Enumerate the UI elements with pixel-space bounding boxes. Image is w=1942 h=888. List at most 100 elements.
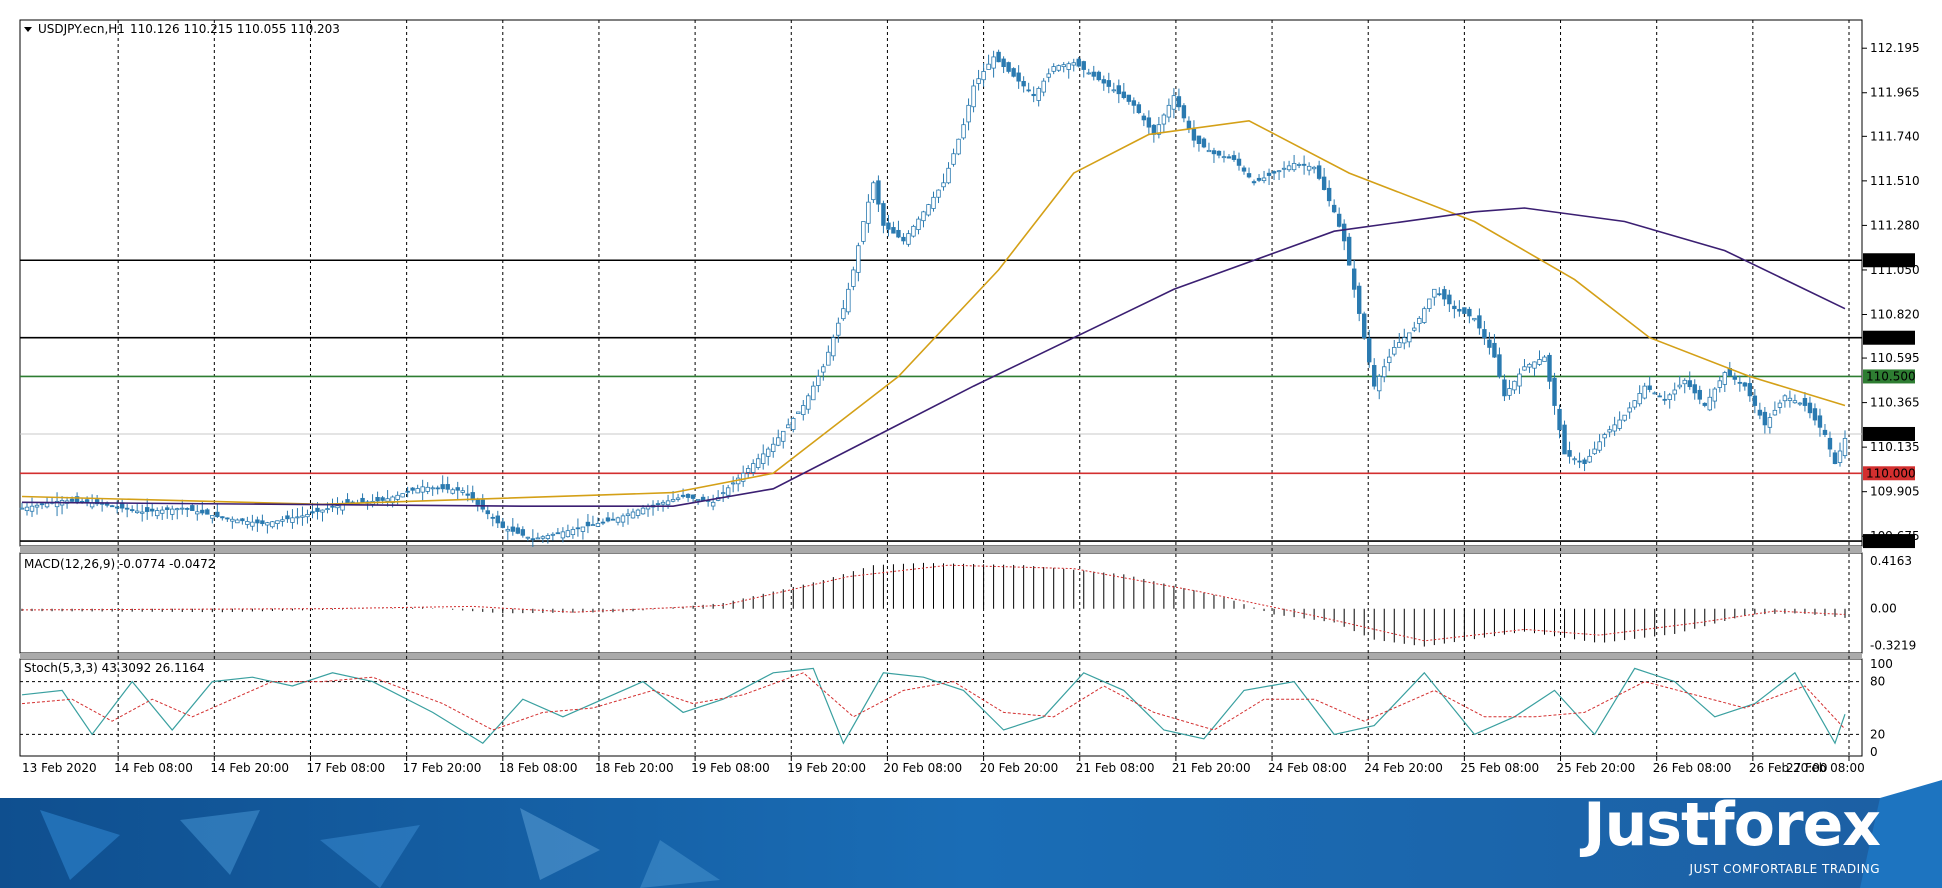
time-label: 18 Feb 20:00 <box>595 761 674 775</box>
candle-body <box>250 521 255 527</box>
time-label: 17 Feb 20:00 <box>403 761 482 775</box>
candle-body <box>921 211 926 222</box>
candle-body <box>190 505 195 511</box>
candle-body <box>24 506 30 512</box>
stoch-axis: 100 80 20 0 <box>1870 657 1893 759</box>
candle-body <box>1517 373 1522 387</box>
candle-body <box>139 511 145 514</box>
candle-body <box>1767 417 1773 428</box>
level-tag <box>1863 466 1915 481</box>
candle-body <box>670 499 676 502</box>
candle-body <box>1076 58 1081 67</box>
candle-body <box>660 501 666 505</box>
candle-body <box>540 536 546 539</box>
candle-body <box>1071 62 1076 66</box>
candle-body <box>906 233 911 245</box>
candle-body <box>936 189 941 198</box>
candle-body <box>1442 289 1447 300</box>
candle-body <box>1602 434 1607 439</box>
candle-body <box>1031 93 1036 97</box>
candle-body <box>1502 379 1507 397</box>
candle-body <box>1141 115 1147 121</box>
candle-body <box>1301 163 1307 166</box>
candle-body <box>1402 337 1407 344</box>
time-axis: 13 Feb 2020 14 Feb 08:00 14 Feb 20:00 17 Fe… <box>22 756 1865 775</box>
candle-body <box>360 497 365 503</box>
time-label: 24 Feb 20:00 <box>1364 761 1443 775</box>
candle-body <box>185 508 190 510</box>
candle-body <box>235 519 240 524</box>
brand-tagline: JUST COMFORTABLE TRADING <box>1689 862 1880 876</box>
candle-body <box>1587 455 1592 463</box>
candle-body <box>565 530 571 538</box>
candle-body <box>941 182 946 188</box>
candle-body <box>1562 424 1567 455</box>
candle-body <box>1201 138 1207 148</box>
time-label: 19 Feb 08:00 <box>691 761 770 775</box>
candle-body <box>725 487 731 496</box>
candle-body <box>1722 372 1728 385</box>
candle-body <box>585 521 591 527</box>
candle-body <box>971 85 976 108</box>
candle-body <box>1166 104 1172 118</box>
candle-body <box>901 236 906 242</box>
candle-body <box>1432 288 1437 298</box>
footer-shard <box>180 810 260 875</box>
candle-body <box>766 448 771 457</box>
candle-body <box>1707 396 1712 411</box>
candle-body <box>861 221 866 242</box>
footer-shard <box>520 808 600 880</box>
time-label: 25 Feb 08:00 <box>1460 761 1539 775</box>
candle-body <box>1351 268 1357 290</box>
candle-body <box>675 497 681 500</box>
candle-body <box>1777 402 1783 408</box>
candle-body <box>124 507 130 510</box>
macd-tick-label: 0.00 <box>1870 602 1897 616</box>
candle-body <box>1221 156 1227 159</box>
candle-body <box>1717 380 1722 388</box>
candle-body <box>460 490 465 493</box>
candle-body <box>1341 223 1347 242</box>
candle-body <box>1612 424 1617 432</box>
candle-body <box>1522 366 1527 371</box>
candle-body <box>255 519 260 524</box>
candle-body <box>720 492 726 495</box>
collapse-triangle-icon[interactable] <box>24 27 32 32</box>
candle-body <box>881 203 886 226</box>
main-pane <box>19 19 1863 547</box>
candle-body <box>1652 392 1657 395</box>
candle-body <box>1702 402 1707 406</box>
candle-body <box>1737 381 1743 384</box>
candle-body <box>1547 354 1552 382</box>
candle-body <box>926 204 931 216</box>
candle-body <box>1507 388 1512 396</box>
candle-body <box>560 531 566 539</box>
candle-body <box>1006 62 1011 72</box>
candle-body <box>1011 68 1016 77</box>
candle-body <box>555 532 561 535</box>
candle-body <box>1477 315 1482 329</box>
candle-body <box>530 538 536 541</box>
candle-body <box>1126 94 1132 102</box>
candle-body <box>1747 383 1753 397</box>
candle-body <box>1552 377 1557 406</box>
candle-body <box>1497 354 1502 377</box>
candle-body <box>1577 460 1582 463</box>
candle-body <box>380 497 385 501</box>
candle-body <box>44 502 50 508</box>
candle-body <box>1672 389 1677 395</box>
candle-body <box>826 351 831 366</box>
candle-body <box>1061 64 1066 68</box>
candle-body <box>1216 150 1222 156</box>
candle-body <box>580 526 586 532</box>
candle-body <box>1387 356 1392 363</box>
candle-body <box>1016 72 1021 82</box>
footer-shard <box>320 825 420 888</box>
price-tick-label: 110.135 <box>1870 440 1920 454</box>
candle-body <box>1041 80 1046 93</box>
candle-body <box>1482 329 1487 339</box>
candle-body <box>1532 361 1537 369</box>
candle-body <box>295 516 300 519</box>
level-tag-label: 109.650 <box>1866 534 1916 548</box>
candle-body <box>1637 393 1642 405</box>
